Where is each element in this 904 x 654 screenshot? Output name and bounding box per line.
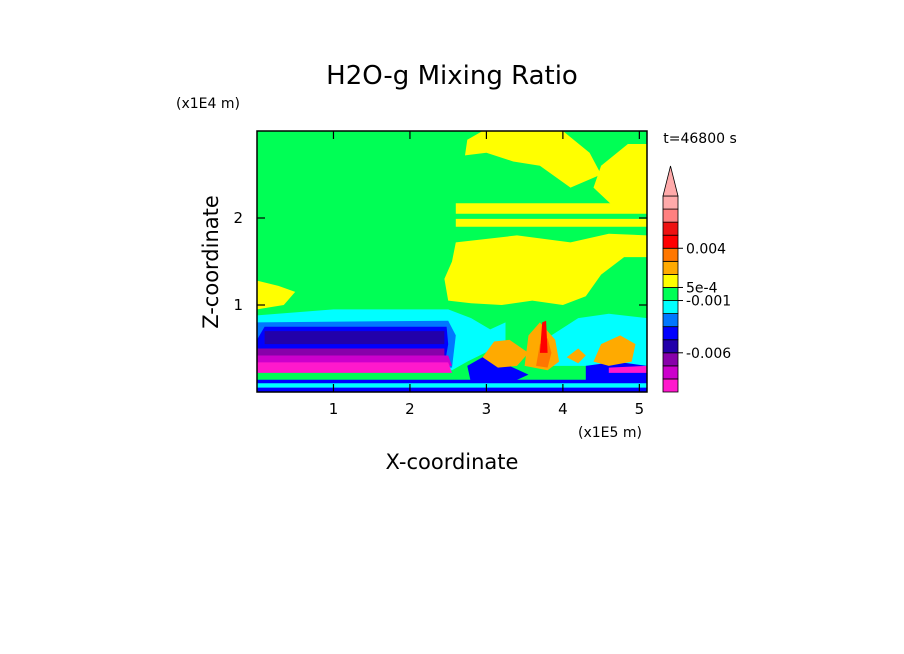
contour-region-16	[467, 352, 529, 384]
y-ticks: 12	[233, 209, 647, 314]
y-axis-label: Z-coordinate	[199, 195, 223, 329]
colorbar-label: -0.006	[686, 346, 731, 362]
colorbar-segment	[662, 195, 679, 210]
x-tick-label: 1	[329, 400, 339, 418]
colorbar-segment	[662, 365, 679, 380]
x-tick-label: 2	[405, 400, 415, 418]
colorbar-segment	[662, 208, 679, 223]
colorbar-segment	[662, 273, 679, 288]
x-unit-label: (x1E5 m)	[578, 425, 642, 441]
y-unit-label: (x1E4 m)	[176, 96, 240, 112]
x-tick-label: 5	[635, 400, 645, 418]
contour-region-24	[608, 365, 647, 373]
x-ticks: 1 2 3 4 5	[329, 131, 644, 418]
colorbar-segment	[662, 234, 679, 249]
y-tick-label: 1	[233, 296, 243, 314]
colorbar-label: 5e-4	[686, 280, 718, 296]
contour-region-23	[539, 320, 548, 353]
plot-frame	[256, 130, 648, 393]
colorbar-segment	[662, 287, 679, 301]
contour-region-18	[482, 339, 529, 368]
colorbar-extend-arrow	[662, 165, 679, 197]
colorbar-segment	[662, 352, 679, 367]
contour-region-5	[444, 233, 647, 305]
x-axis-label: X-coordinate	[386, 450, 519, 474]
y-tick-label: 2	[233, 209, 243, 227]
colorbar-segment	[662, 247, 679, 262]
colorbar-segment	[662, 300, 679, 314]
x-tick-label: 4	[558, 400, 568, 418]
colorbar-label: 0.004	[686, 241, 726, 257]
colorbar-segment	[662, 260, 679, 275]
contour-region-20	[593, 335, 636, 366]
colorbar-segment	[662, 326, 679, 341]
colorbar-segment	[662, 221, 679, 236]
contour-region-3	[455, 203, 647, 214]
contour-field	[257, 131, 647, 392]
contour-region-1	[465, 131, 602, 188]
colorbar-segment	[662, 313, 679, 328]
colorbar-segment	[662, 339, 679, 354]
contour-region-14	[257, 362, 452, 373]
colorbar: 0.004 5e-4-0.001 -0.006	[662, 165, 731, 393]
x-tick-label: 3	[482, 400, 492, 418]
time-label: t=46800 s	[663, 131, 737, 147]
contour-region-2	[593, 144, 647, 214]
contour-region-4	[455, 218, 647, 227]
contour-region-11	[264, 331, 445, 345]
contour-region-25	[257, 383, 647, 388]
colorbar-label: -0.001	[686, 294, 731, 310]
contour-region-21	[566, 348, 586, 364]
contour-region-6	[257, 280, 296, 310]
colorbar-segment	[662, 378, 679, 393]
chart-title: H2O-g Mixing Ratio	[326, 61, 578, 91]
